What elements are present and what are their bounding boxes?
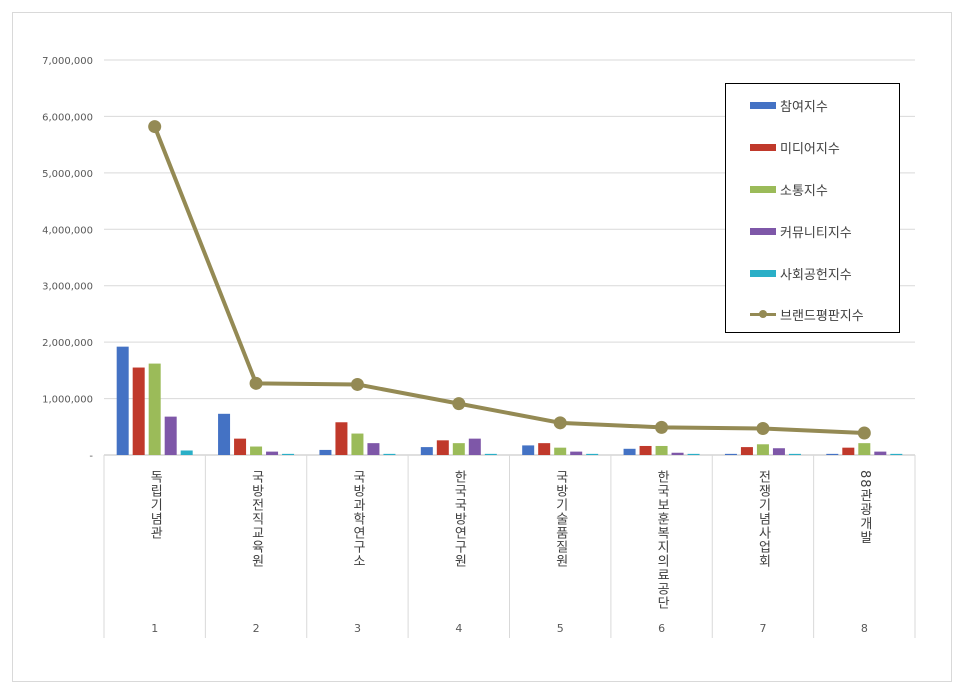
- category-number: 6: [658, 622, 665, 635]
- bar-2: [538, 443, 551, 455]
- legend-swatch-social-contribution: [750, 269, 776, 277]
- bar-5: [282, 453, 295, 455]
- legend-swatch-media: [750, 143, 776, 151]
- y-tick-label: 1,000,000: [42, 395, 93, 406]
- bar-series-group: [116, 346, 903, 455]
- bar-5: [687, 453, 700, 455]
- bar-3: [858, 443, 871, 455]
- legend-label-participation: 참여지수: [780, 99, 828, 115]
- brand-reputation-point: [857, 426, 871, 440]
- bar-1: [116, 346, 129, 455]
- y-tick-label: 6,000,000: [42, 112, 93, 123]
- brand-reputation-point: [655, 420, 669, 434]
- brand-reputation-point: [452, 397, 466, 411]
- bar-1: [218, 413, 231, 455]
- category-label: 한국보훈복지의료공단: [654, 470, 669, 610]
- x-axis: 독립기념관 1 국방전직교육원 2 국방과학연구소 3 한국국방연구원 4 국방기술품질원 5 한국…: [103, 454, 916, 638]
- category-label: 국방기술품질원: [553, 470, 568, 568]
- bar-3: [452, 443, 465, 455]
- category-number: 8: [861, 622, 868, 635]
- legend-item-brand-reputation: 브랜드평판지수: [750, 304, 864, 324]
- bar-2: [842, 447, 855, 455]
- category-number: 2: [253, 622, 260, 635]
- category-number: 4: [455, 622, 462, 635]
- bar-3: [655, 445, 668, 455]
- bar-5: [383, 453, 396, 455]
- brand-reputation-point: [350, 377, 364, 391]
- bar-4: [266, 451, 279, 455]
- bar-1: [522, 445, 535, 455]
- legend-swatch-communication: [750, 185, 776, 193]
- legend-swatch-brand-reputation: [750, 307, 776, 321]
- bar-5: [586, 453, 599, 455]
- bar-2: [132, 367, 145, 455]
- y-tick-label: -: [89, 451, 93, 462]
- category-number: 3: [354, 622, 361, 635]
- bar-4: [671, 452, 684, 455]
- legend-item-communication: 소통지수: [750, 179, 828, 199]
- y-tick-label: 5,000,000: [42, 169, 93, 180]
- brand-reputation-line: [152, 125, 865, 435]
- brand-reputation-point: [756, 421, 770, 435]
- bar-3: [351, 433, 364, 455]
- bar-2: [639, 445, 652, 455]
- bar-2: [335, 422, 348, 455]
- legend-item-participation: 참여지수: [750, 95, 828, 115]
- bar-3: [250, 446, 263, 455]
- legend-item-social-contribution: 사회공헌지수: [750, 263, 852, 283]
- brand-reputation-point: [553, 416, 567, 430]
- bar-1: [623, 448, 636, 455]
- legend-label-media: 미디어지수: [780, 141, 840, 157]
- bar-5: [484, 453, 497, 455]
- bar-5: [180, 450, 193, 455]
- bar-1: [319, 449, 332, 455]
- bar-4: [468, 438, 481, 455]
- bar-4: [772, 448, 785, 455]
- y-tick-label: 4,000,000: [42, 225, 93, 236]
- y-axis: - 1,000,000 2,000,000 3,000,000 4,000,000 5,0…: [42, 56, 93, 462]
- brand-reputation-point: [148, 120, 162, 134]
- legend-item-media: 미디어지수: [750, 137, 840, 157]
- bar-4: [874, 451, 887, 455]
- bar-5: [890, 453, 903, 455]
- y-tick-label: 2,000,000: [42, 338, 93, 349]
- category-label: 국방과학연구소: [350, 470, 365, 568]
- category-label: 국방전직교육원: [249, 470, 264, 568]
- y-tick-label: 3,000,000: [42, 282, 93, 293]
- chart-legend: 참여지수 미디어지수 소통지수 커뮤니티지수 사회공헌지수 브랜드평판지수: [725, 83, 900, 333]
- bar-3: [554, 447, 567, 455]
- bar-2: [234, 438, 247, 455]
- bar-4: [164, 416, 177, 455]
- bar-1: [826, 453, 839, 455]
- legend-label-brand-reputation: 브랜드평판지수: [780, 308, 864, 324]
- legend-label-social-contribution: 사회공헌지수: [780, 267, 852, 283]
- bar-2: [740, 447, 753, 455]
- legend-label-communication: 소통지수: [780, 183, 828, 199]
- category-label: 88관광개발: [857, 470, 872, 545]
- legend-swatch-community: [750, 227, 776, 235]
- bar-4: [570, 451, 583, 455]
- bar-4: [367, 443, 380, 455]
- category-label: 독립기념관: [147, 470, 162, 540]
- brand-reputation-point: [249, 376, 263, 390]
- legend-swatch-participation: [750, 101, 776, 109]
- category-number: 7: [759, 622, 766, 635]
- y-tick-label: 7,000,000: [42, 56, 93, 67]
- bar-5: [788, 453, 801, 455]
- category-number: 5: [557, 622, 564, 635]
- bar-1: [420, 447, 433, 455]
- line-series-group: [148, 120, 871, 440]
- bar-1: [724, 453, 737, 455]
- bar-3: [756, 444, 769, 455]
- legend-item-community: 커뮤니티지수: [750, 221, 852, 241]
- category-number: 1: [151, 622, 158, 635]
- legend-label-community: 커뮤니티지수: [780, 225, 852, 241]
- bar-3: [148, 363, 161, 455]
- bar-2: [436, 440, 449, 455]
- category-label: 전쟁기념사업회: [755, 470, 770, 568]
- category-label: 한국국방연구원: [451, 470, 466, 568]
